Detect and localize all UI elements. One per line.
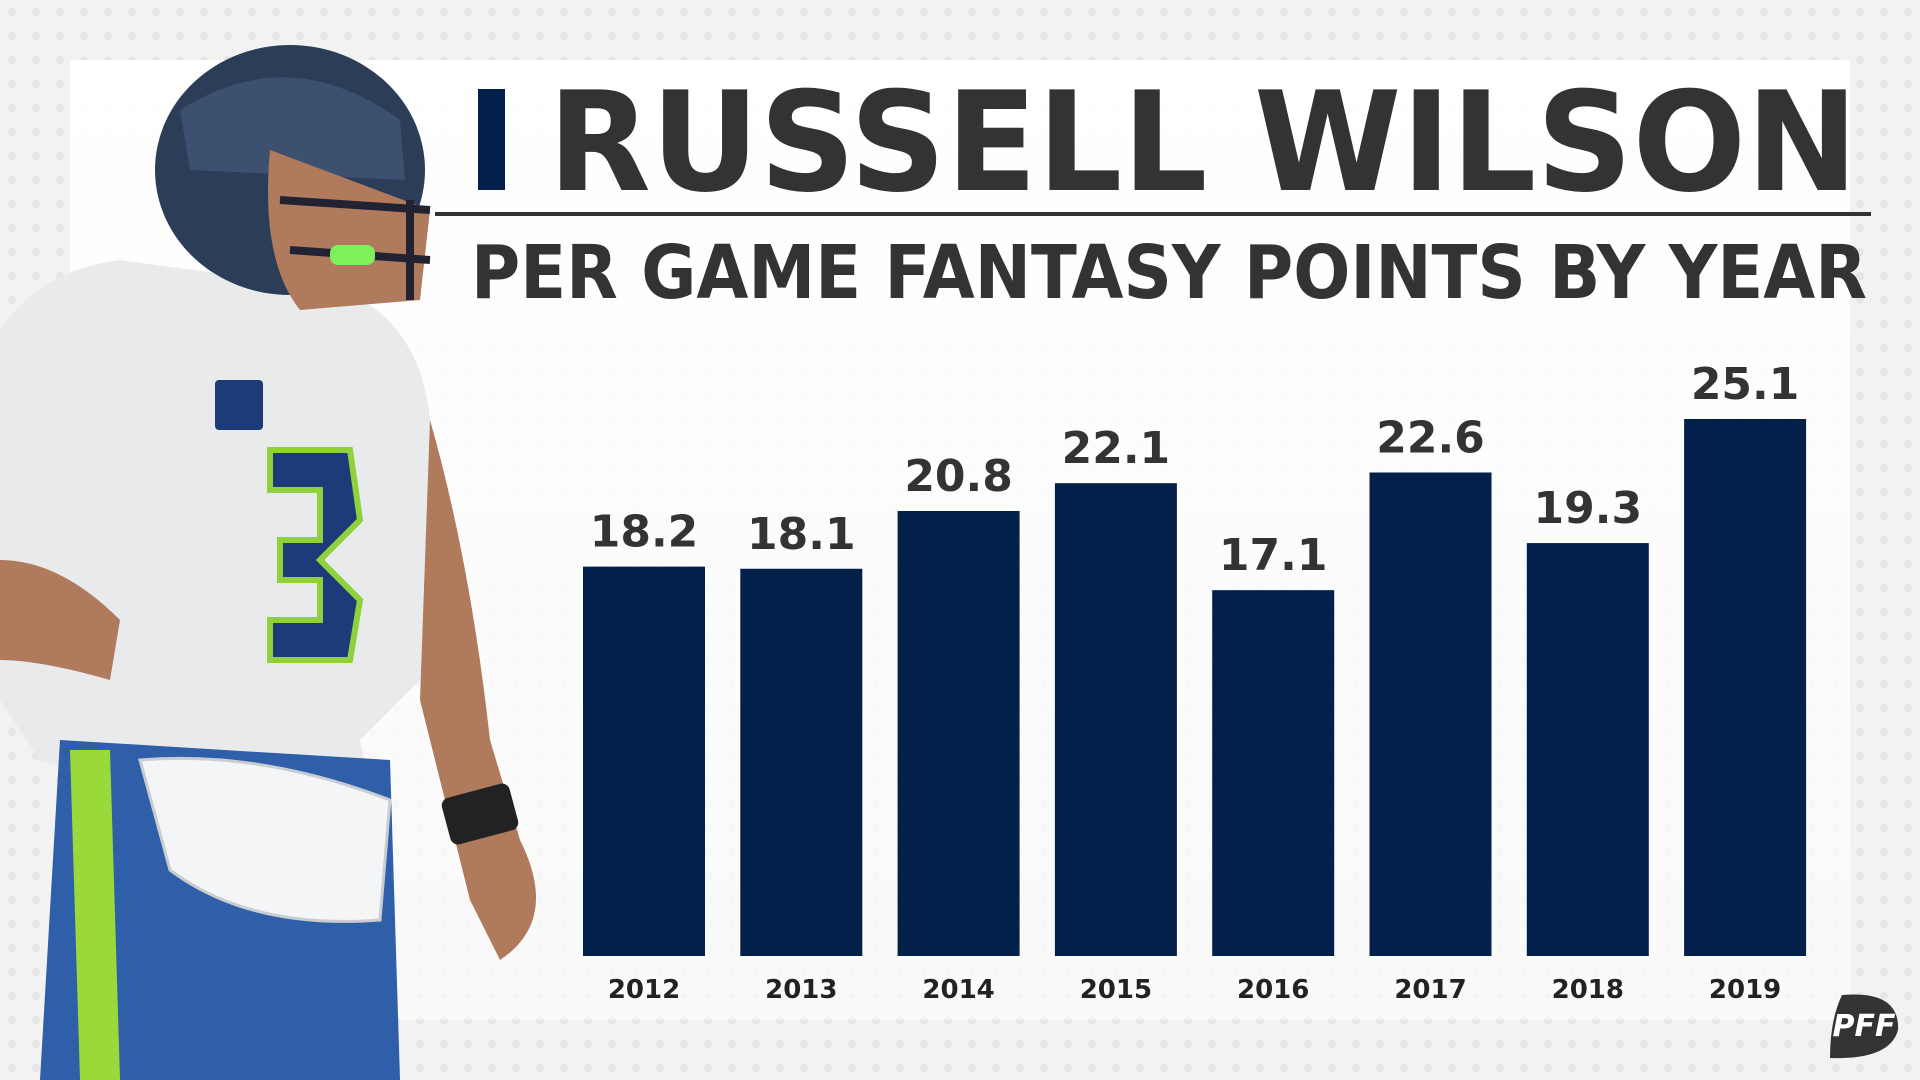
value-label: 25.1 [1691, 359, 1800, 410]
x-tick-label: 2013 [765, 975, 837, 1005]
bar [1526, 543, 1649, 956]
bar [1054, 483, 1177, 956]
bar [897, 510, 1020, 956]
value-label: 19.3 [1534, 483, 1643, 534]
title-accent [478, 89, 505, 190]
bar [583, 566, 705, 956]
x-tick-label: 2012 [608, 975, 680, 1005]
x-tick-label: 2018 [1552, 975, 1624, 1005]
value-label: 18.1 [747, 509, 856, 560]
x-tick-label: 2015 [1080, 975, 1152, 1005]
x-tick-label: 2016 [1237, 975, 1309, 1005]
x-tick-label: 2014 [922, 975, 994, 1005]
value-label: 20.8 [904, 451, 1013, 502]
logo-text: PFF [1833, 1009, 1896, 1044]
bar [740, 568, 863, 956]
chart-subtitle: PER GAME FANTASY POINTS BY YEAR [471, 230, 1867, 316]
value-label: 18.2 [590, 507, 699, 558]
bar [1212, 590, 1335, 956]
bar [1369, 472, 1492, 956]
chart-title: RUSSELL WILSON [548, 62, 1858, 223]
value-label: 17.1 [1219, 530, 1328, 581]
x-tick-label: 2017 [1394, 975, 1466, 1005]
title-rule [435, 212, 1871, 216]
value-label: 22.1 [1062, 423, 1171, 474]
logo: PFF [1830, 994, 1899, 1059]
player-illustration [0, 45, 536, 1080]
bar [1684, 419, 1807, 956]
value-label: 22.6 [1376, 412, 1485, 463]
x-tick-label: 2019 [1709, 975, 1781, 1005]
